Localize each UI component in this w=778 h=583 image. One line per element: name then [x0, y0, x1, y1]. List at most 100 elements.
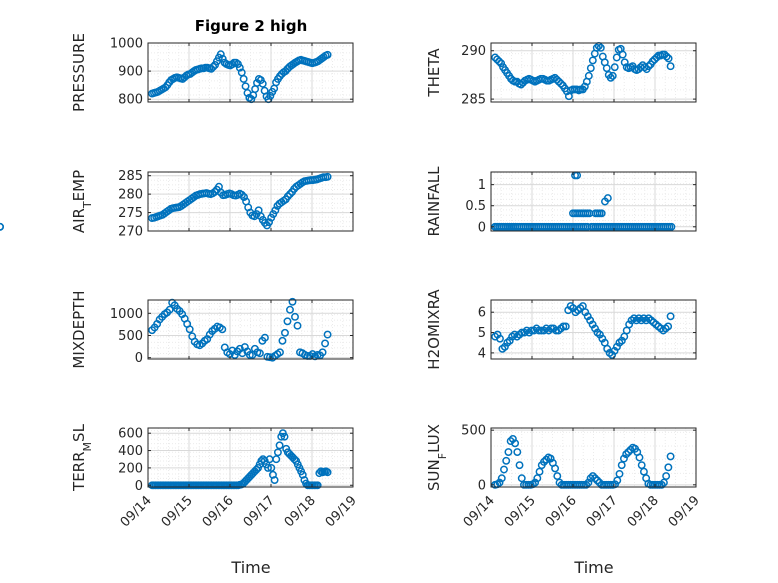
data-point [644, 62, 653, 71]
axes-box [490, 171, 697, 232]
data-point [264, 463, 272, 472]
data-point [555, 478, 564, 487]
axes-box [147, 427, 354, 488]
data-point [511, 439, 520, 448]
y-tick-label: 800 [118, 93, 143, 108]
data-point [273, 448, 282, 457]
data-point [533, 474, 542, 483]
y-axis-label-subscript: T [81, 201, 94, 209]
y-axis-label-subscript: M [81, 442, 94, 452]
data-point [659, 478, 668, 487]
data-point [323, 50, 332, 59]
data-point [662, 52, 671, 61]
y-axis-label-main: PRESSURE [70, 33, 88, 112]
y-tick-label: 290 [461, 44, 486, 59]
data-point [635, 453, 644, 462]
y-tick-label: 285 [461, 93, 486, 108]
data-point [584, 478, 593, 487]
y-tick-label: 275 [118, 206, 143, 221]
y-axis-label-main: MIXDEPTH [70, 290, 88, 368]
panel-terrmsl: 0 200 400 600 09/14 09/15 09/16 09/17 09/18 09/19… [70, 423, 360, 530]
x-tick-label: 09/15 [502, 493, 539, 530]
x-tick-label: 09/15 [159, 493, 196, 530]
data-point [591, 474, 600, 483]
data-point [240, 193, 248, 202]
data-point [235, 63, 244, 72]
y-tick-label: 0 [135, 479, 143, 494]
data-point [588, 56, 597, 65]
data-point [597, 209, 606, 218]
data-point [618, 50, 627, 59]
panel-h2omixra: 4 5 6 H2OMIXRA [425, 289, 697, 370]
data-point [593, 476, 602, 485]
x-axis-label-left: Time [230, 558, 270, 577]
data-point [603, 194, 612, 203]
data-point [637, 461, 646, 470]
data-point [258, 79, 267, 88]
x-tick-label: 09/19 [323, 493, 360, 530]
data-point [535, 467, 544, 476]
data-point [592, 43, 601, 52]
axes-box [147, 299, 354, 360]
data-point [639, 467, 648, 476]
x-tick-label: 09/16 [200, 493, 237, 530]
data-point [595, 478, 604, 487]
data-point [612, 53, 621, 62]
y-axis-label-main: AIR [70, 208, 88, 233]
panel-rainfall: 0 0.5 1 RAINFALL [0, 166, 697, 236]
axes-box [147, 42, 354, 103]
data-point [664, 54, 673, 63]
data-point [553, 472, 562, 481]
data-point [218, 54, 227, 63]
data-point [657, 480, 666, 489]
data-point [275, 441, 284, 450]
data-point [497, 474, 506, 483]
y-axis-label: TERRMSL [70, 423, 94, 492]
data-point [666, 452, 675, 461]
y-tick-label: 270 [118, 225, 143, 240]
data-point [617, 461, 626, 470]
data-point [280, 432, 289, 441]
data-point [535, 326, 543, 335]
data-point [531, 478, 540, 487]
y-tick-label: 1000 [110, 37, 143, 52]
figure-title: Figure 2 high [195, 17, 308, 35]
data-point [506, 437, 515, 446]
data-point [318, 348, 327, 357]
data-point [239, 75, 248, 83]
y-axis-label-subscript: F [436, 453, 449, 459]
data-point [610, 63, 619, 72]
y-axis-label: AIRTEMP [70, 170, 94, 233]
panel-airtemp: 270 275 280 285 AIRTEMP [70, 169, 354, 240]
data-point [500, 465, 508, 474]
data-point [293, 321, 302, 330]
data-point [216, 50, 225, 59]
y-tick-label: 900 [118, 65, 143, 80]
data-point [586, 474, 595, 483]
data-point [596, 43, 605, 52]
data-point [586, 64, 595, 73]
data-point [266, 91, 275, 100]
panel-mixdepth: 0 500 1000 MIXDEPTH [70, 290, 354, 369]
data-point [321, 339, 330, 348]
data-point [622, 450, 631, 459]
y-axis-label-main: H2OMIXRA [425, 289, 443, 370]
y-tick-label: 4 [478, 346, 486, 361]
data-point [624, 448, 633, 456]
y-tick-label: 0 [135, 351, 143, 366]
y-tick-label: 6 [478, 306, 486, 321]
data-point [588, 472, 597, 481]
y-axis-label-rest: LUX [425, 424, 443, 453]
axes-box [490, 42, 697, 103]
data-point [540, 457, 548, 466]
y-axis-label-main: THETA [425, 48, 443, 98]
data-point [662, 472, 671, 481]
data-point [165, 305, 174, 314]
data-point [666, 62, 675, 71]
data-point [667, 222, 676, 231]
y-tick-label: 0 [478, 220, 486, 235]
y-axis-label: SUNFLUX [425, 424, 449, 491]
y-tick-label: 200 [118, 461, 143, 476]
plot-area [491, 172, 696, 231]
